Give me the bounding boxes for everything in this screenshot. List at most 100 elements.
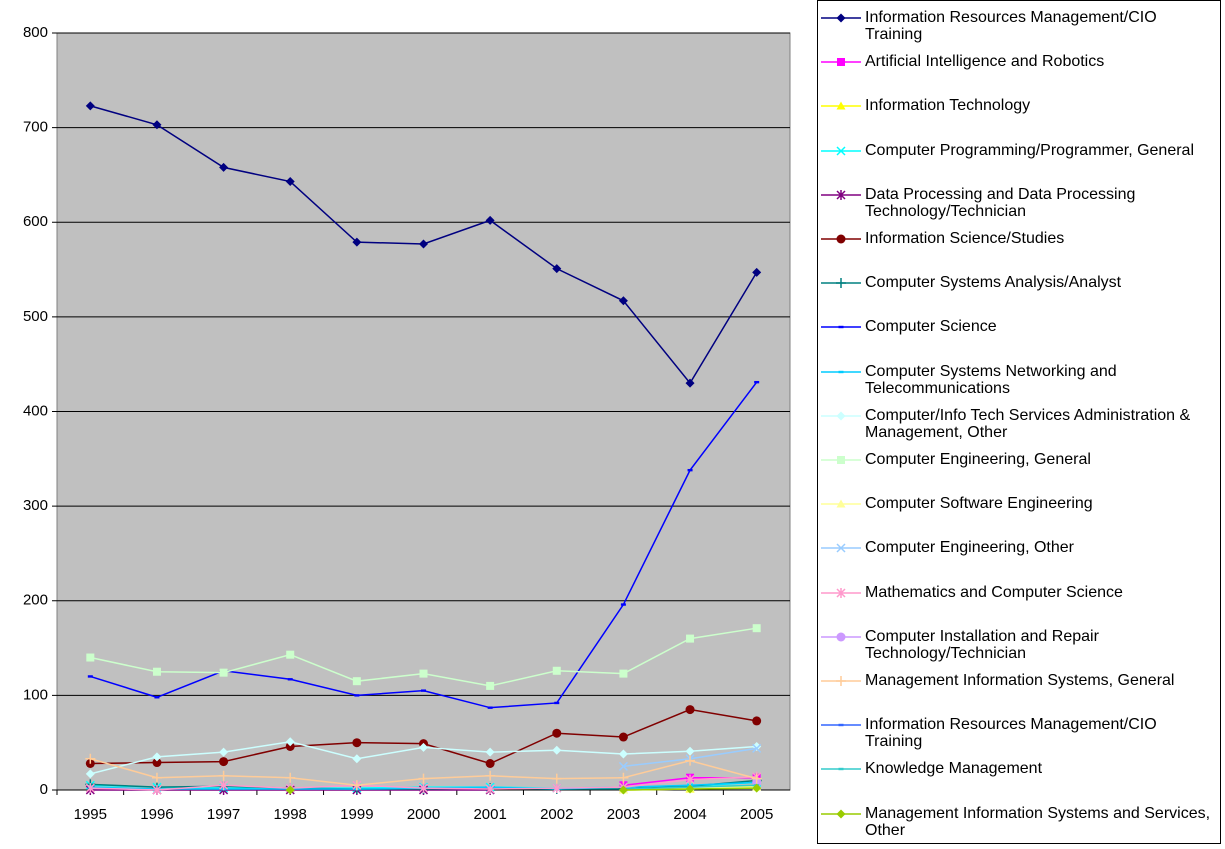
- legend-label: Computer/Info Tech Services Administrati…: [865, 406, 1191, 441]
- marker: [836, 13, 846, 23]
- marker: [838, 723, 844, 727]
- marker: [552, 264, 562, 274]
- legend-entry: Information Science/Studies: [818, 230, 1218, 274]
- marker: [837, 456, 845, 464]
- x-tick-label: 2000: [407, 806, 440, 823]
- legend-entry: Computer Software Engineering: [818, 495, 1218, 539]
- legend-label: Computer Science: [865, 318, 997, 336]
- marker: [87, 675, 93, 678]
- marker: [752, 716, 762, 726]
- marker: [752, 783, 762, 793]
- marker: [418, 783, 429, 794]
- legend-entry: Computer/Info Tech Services Administrati…: [818, 407, 1218, 451]
- marker: [287, 678, 293, 681]
- marker: [85, 769, 95, 779]
- marker: [485, 770, 496, 781]
- marker: [836, 278, 846, 289]
- marker: [838, 326, 844, 329]
- legend-key: [821, 411, 861, 421]
- y-tick-label: 200: [23, 592, 48, 609]
- legend-entry: Information Resources Management/CIO Tra…: [818, 716, 1218, 760]
- marker: [219, 668, 228, 677]
- marker: [836, 411, 846, 421]
- marker: [752, 267, 762, 277]
- y-tick-label: 400: [23, 402, 48, 419]
- marker: [485, 747, 495, 757]
- x-tick-label: 1999: [340, 806, 373, 823]
- marker: [620, 603, 626, 606]
- marker: [836, 809, 846, 819]
- legend-entry: Computer Engineering, Other: [818, 539, 1218, 583]
- marker: [152, 758, 162, 768]
- legend-entry: Information Technology: [818, 97, 1218, 141]
- marker: [837, 58, 845, 67]
- marker: [554, 701, 560, 705]
- marker: [152, 752, 162, 762]
- legend-entry: Information Resources Management/CIO Tra…: [818, 9, 1218, 53]
- x-tick-label: 1997: [207, 806, 240, 823]
- marker: [552, 728, 562, 738]
- marker: [352, 754, 362, 764]
- legend-key: [821, 278, 861, 289]
- marker: [838, 768, 844, 771]
- legend-label: Information Resources Management/CIO Tra…: [865, 716, 1157, 751]
- legend-label: Information Technology: [865, 97, 1031, 115]
- marker: [418, 773, 429, 784]
- marker: [618, 296, 628, 306]
- marker: [552, 745, 562, 755]
- marker: [685, 746, 695, 756]
- y-tick-label: 800: [23, 24, 48, 41]
- y-tick-label: 500: [23, 308, 48, 325]
- legend-key: [821, 101, 861, 110]
- marker: [352, 237, 362, 247]
- marker: [86, 653, 95, 662]
- marker: [85, 101, 95, 111]
- marker: [219, 757, 229, 767]
- marker: [836, 189, 846, 200]
- marker: [836, 146, 846, 156]
- legend-entry: Management Information Systems and Servi…: [818, 805, 1218, 849]
- marker: [285, 737, 295, 747]
- marker: [152, 120, 162, 130]
- marker: [836, 234, 846, 244]
- legend-entry: Computer Science: [818, 318, 1218, 362]
- legend-key: [821, 189, 861, 200]
- marker: [685, 774, 695, 785]
- marker: [85, 783, 95, 794]
- legend-key: [821, 146, 861, 156]
- marker: [485, 215, 495, 225]
- marker: [419, 239, 428, 249]
- marker: [552, 783, 562, 794]
- marker: [685, 784, 695, 794]
- marker: [754, 380, 760, 384]
- x-tick-label: 2004: [673, 806, 706, 823]
- marker: [687, 468, 693, 472]
- x-tick-label: 2001: [473, 806, 506, 823]
- legend-label: Data Processing and Data Processing Tech…: [865, 185, 1136, 220]
- legend-label: Computer Software Engineering: [865, 495, 1093, 513]
- y-tick-label: 700: [23, 119, 48, 136]
- legend-key: [821, 676, 861, 686]
- marker: [421, 689, 426, 692]
- marker: [836, 499, 846, 508]
- marker: [219, 162, 229, 172]
- marker: [752, 624, 761, 633]
- legend-key: [821, 723, 861, 727]
- marker: [618, 732, 628, 742]
- legend-entry: Computer Engineering, General: [818, 451, 1218, 495]
- marker: [685, 755, 696, 766]
- marker: [836, 587, 846, 598]
- legend-label: Information Resources Management/CIO Tra…: [865, 9, 1157, 43]
- legend-entry: Data Processing and Data Processing Tech…: [818, 186, 1218, 230]
- marker: [154, 696, 160, 699]
- marker: [152, 667, 161, 676]
- marker: [618, 749, 628, 759]
- marker: [486, 681, 495, 690]
- marker: [618, 785, 628, 795]
- marker: [419, 669, 428, 678]
- marker: [686, 634, 695, 643]
- marker: [219, 747, 229, 757]
- marker: [354, 694, 360, 697]
- legend-label: Computer Engineering, General: [865, 451, 1091, 468]
- legend-key: [821, 768, 861, 771]
